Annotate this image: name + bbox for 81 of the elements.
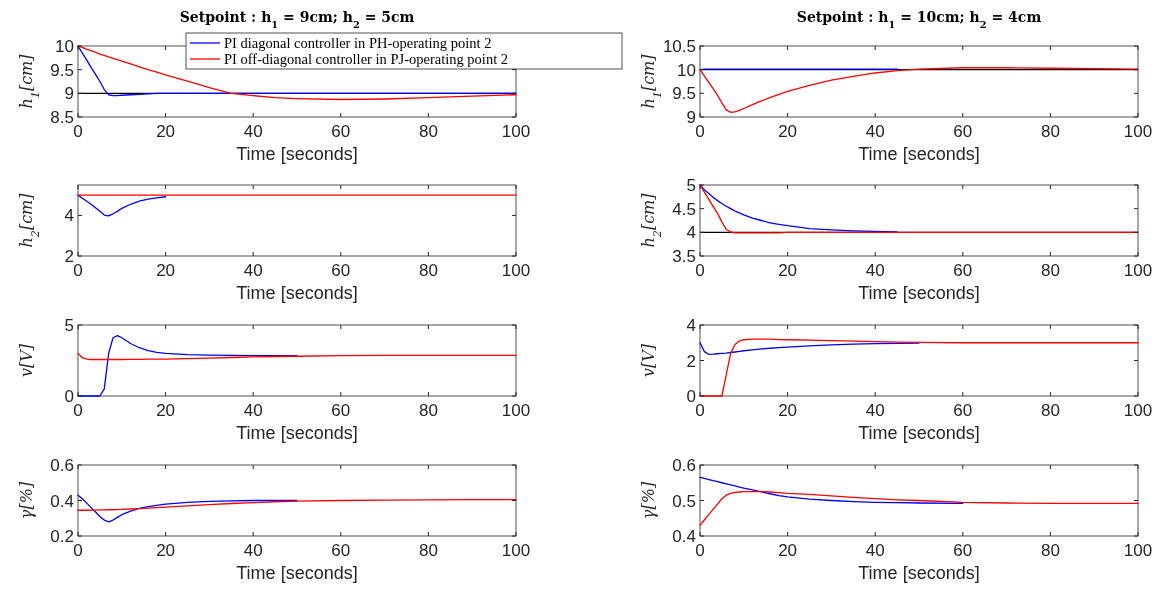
x-tick-label: 20 bbox=[156, 122, 176, 141]
y-tick-label: 0.6 bbox=[50, 456, 74, 475]
x-axis-title: Time [seconds] bbox=[858, 423, 980, 443]
x-tick-label: 40 bbox=[243, 261, 263, 280]
x-tick-label: 80 bbox=[1040, 122, 1060, 141]
x-axis-title: Time [seconds] bbox=[236, 423, 358, 443]
x-tick-label: 80 bbox=[418, 122, 438, 141]
y-tick-label: 0.6 bbox=[672, 456, 696, 475]
y-tick-label: 4 bbox=[686, 223, 696, 243]
x-tick-label: 60 bbox=[331, 122, 351, 141]
y-tick-label: 4 bbox=[686, 316, 696, 335]
x-tick-label: 20 bbox=[778, 122, 798, 141]
y-tick-label: 10 bbox=[55, 37, 74, 56]
legend-label: PI diagonal controller in PH-operating point 2 bbox=[224, 35, 492, 51]
x-tick-label: 80 bbox=[1040, 401, 1060, 420]
x-tick-label: 40 bbox=[865, 261, 885, 280]
x-tick-label: 40 bbox=[243, 122, 263, 141]
x-tick-label: 100 bbox=[501, 401, 531, 420]
x-axis-title: Time [seconds] bbox=[858, 563, 980, 583]
y-tick-label: 4 bbox=[64, 206, 74, 226]
x-tick-label: 20 bbox=[156, 261, 176, 280]
y-tick-label: 9.5 bbox=[50, 60, 74, 80]
y-tick-label: 0 bbox=[64, 387, 74, 406]
y-axis-title: γ[%] bbox=[17, 481, 36, 520]
x-tick-label: 80 bbox=[1040, 541, 1060, 560]
y-tick-label: 4.5 bbox=[672, 199, 696, 219]
x-axis-title: Time [seconds] bbox=[236, 144, 358, 164]
y-tick-label: 0 bbox=[686, 387, 696, 406]
x-tick-label: 20 bbox=[778, 261, 798, 280]
x-tick-label: 100 bbox=[1123, 541, 1153, 560]
x-tick-label: 80 bbox=[418, 261, 438, 280]
y-tick-label: 8.5 bbox=[50, 108, 74, 127]
x-tick-label: 40 bbox=[865, 541, 885, 560]
y-axis-title: v[V] bbox=[639, 343, 658, 378]
y-tick-label: 0.4 bbox=[672, 527, 696, 546]
x-tick-label: 60 bbox=[331, 261, 351, 280]
y-tick-label: 0.4 bbox=[50, 491, 74, 511]
y-axis-title: v[V] bbox=[17, 343, 36, 378]
x-tick-label: 80 bbox=[418, 401, 438, 420]
y-tick-label: 0.2 bbox=[50, 527, 74, 546]
y-tick-label: 9.5 bbox=[672, 84, 696, 104]
y-tick-label: 2 bbox=[686, 351, 696, 371]
x-tick-label: 100 bbox=[501, 541, 531, 560]
x-tick-label: 100 bbox=[501, 122, 531, 141]
x-tick-label: 80 bbox=[418, 541, 438, 560]
x-axis-title: Time [seconds] bbox=[236, 283, 358, 303]
y-tick-label: 0.5 bbox=[672, 491, 696, 511]
x-tick-label: 40 bbox=[243, 541, 263, 560]
x-tick-label: 60 bbox=[953, 122, 973, 141]
x-tick-label: 20 bbox=[156, 541, 176, 560]
y-tick-label: 9 bbox=[64, 84, 74, 104]
y-tick-label: 5 bbox=[64, 316, 74, 335]
x-tick-label: 20 bbox=[778, 401, 798, 420]
y-tick-label: 2 bbox=[64, 247, 74, 266]
x-tick-label: 20 bbox=[156, 401, 176, 420]
x-tick-label: 40 bbox=[243, 401, 263, 420]
y-tick-label: 9 bbox=[686, 108, 696, 127]
x-tick-label: 60 bbox=[953, 541, 973, 560]
x-tick-label: 100 bbox=[501, 261, 531, 280]
y-tick-label: 3.5 bbox=[672, 247, 696, 266]
x-tick-label: 60 bbox=[953, 401, 973, 420]
y-tick-label: 10.5 bbox=[662, 37, 696, 56]
y-tick-label: 10 bbox=[677, 60, 696, 80]
chart-title: Setpoint : h$_{1}$ = 10cm; h$_{2}$ = 4cm bbox=[796, 9, 1042, 30]
x-tick-label: 40 bbox=[865, 122, 885, 141]
x-tick-label: 100 bbox=[1123, 401, 1153, 420]
x-tick-label: 80 bbox=[1040, 261, 1060, 280]
x-axis-title: Time [seconds] bbox=[858, 283, 980, 303]
x-tick-label: 60 bbox=[953, 261, 973, 280]
x-axis-title: Time [seconds] bbox=[858, 144, 980, 164]
x-axis-title: Time [seconds] bbox=[236, 563, 358, 583]
y-axis-title: γ[%] bbox=[639, 481, 658, 520]
x-tick-label: 20 bbox=[778, 541, 798, 560]
legend-label: PI off-diagonal controller in PJ-operating point 2 bbox=[224, 51, 509, 67]
y-tick-label: 5 bbox=[686, 176, 696, 195]
x-tick-label: 100 bbox=[1123, 261, 1153, 280]
x-tick-label: 60 bbox=[331, 541, 351, 560]
x-tick-label: 100 bbox=[1123, 122, 1153, 141]
x-tick-label: 40 bbox=[865, 401, 885, 420]
chart-title: Setpoint : h$_{1}$ = 9cm; h$_{2}$ = 5cm bbox=[179, 9, 415, 30]
x-tick-label: 60 bbox=[331, 401, 351, 420]
